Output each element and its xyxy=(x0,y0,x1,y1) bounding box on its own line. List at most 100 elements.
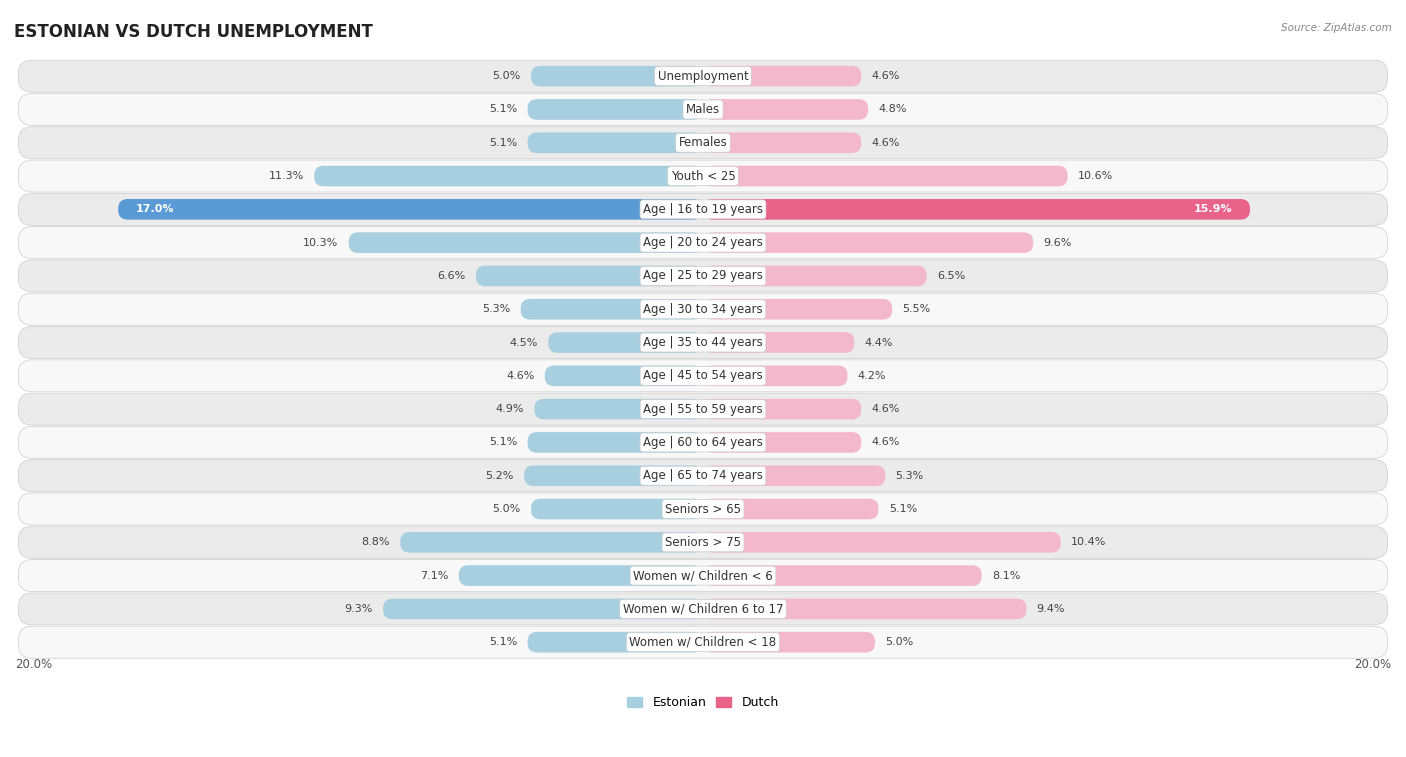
Text: 5.1%: 5.1% xyxy=(489,104,517,114)
Text: 5.3%: 5.3% xyxy=(482,304,510,314)
Text: 9.6%: 9.6% xyxy=(1043,238,1071,248)
FancyBboxPatch shape xyxy=(18,493,1388,525)
Text: 5.5%: 5.5% xyxy=(903,304,931,314)
FancyBboxPatch shape xyxy=(520,299,703,319)
FancyBboxPatch shape xyxy=(477,266,703,286)
FancyBboxPatch shape xyxy=(703,466,886,486)
Text: 4.6%: 4.6% xyxy=(506,371,534,381)
Text: Age | 20 to 24 years: Age | 20 to 24 years xyxy=(643,236,763,249)
Text: 10.3%: 10.3% xyxy=(304,238,339,248)
Text: Age | 65 to 74 years: Age | 65 to 74 years xyxy=(643,469,763,482)
FancyBboxPatch shape xyxy=(703,565,981,586)
FancyBboxPatch shape xyxy=(527,132,703,153)
Text: 6.5%: 6.5% xyxy=(936,271,965,281)
Text: Source: ZipAtlas.com: Source: ZipAtlas.com xyxy=(1281,23,1392,33)
FancyBboxPatch shape xyxy=(118,199,703,220)
FancyBboxPatch shape xyxy=(18,293,1388,326)
FancyBboxPatch shape xyxy=(703,366,848,386)
FancyBboxPatch shape xyxy=(703,66,862,86)
Text: Age | 30 to 34 years: Age | 30 to 34 years xyxy=(643,303,763,316)
FancyBboxPatch shape xyxy=(531,66,703,86)
Text: 5.1%: 5.1% xyxy=(489,438,517,447)
Text: 5.1%: 5.1% xyxy=(489,138,517,148)
FancyBboxPatch shape xyxy=(401,532,703,553)
Text: 15.9%: 15.9% xyxy=(1194,204,1233,214)
Text: 20.0%: 20.0% xyxy=(1354,659,1391,671)
FancyBboxPatch shape xyxy=(18,526,1388,559)
FancyBboxPatch shape xyxy=(703,532,1060,553)
Text: Seniors > 75: Seniors > 75 xyxy=(665,536,741,549)
FancyBboxPatch shape xyxy=(703,299,893,319)
Text: Age | 55 to 59 years: Age | 55 to 59 years xyxy=(643,403,763,416)
Text: Women w/ Children < 18: Women w/ Children < 18 xyxy=(630,636,776,649)
FancyBboxPatch shape xyxy=(703,499,879,519)
FancyBboxPatch shape xyxy=(18,360,1388,392)
FancyBboxPatch shape xyxy=(382,599,703,619)
FancyBboxPatch shape xyxy=(544,366,703,386)
Text: ESTONIAN VS DUTCH UNEMPLOYMENT: ESTONIAN VS DUTCH UNEMPLOYMENT xyxy=(14,23,373,41)
Text: 17.0%: 17.0% xyxy=(135,204,174,214)
FancyBboxPatch shape xyxy=(18,260,1388,292)
Text: 5.0%: 5.0% xyxy=(492,71,520,81)
FancyBboxPatch shape xyxy=(18,226,1388,259)
FancyBboxPatch shape xyxy=(703,99,868,120)
Text: 9.4%: 9.4% xyxy=(1036,604,1066,614)
Text: 4.4%: 4.4% xyxy=(865,338,893,347)
Text: 6.6%: 6.6% xyxy=(437,271,465,281)
FancyBboxPatch shape xyxy=(703,332,855,353)
FancyBboxPatch shape xyxy=(703,232,1033,253)
FancyBboxPatch shape xyxy=(18,193,1388,226)
FancyBboxPatch shape xyxy=(349,232,703,253)
Text: Age | 45 to 54 years: Age | 45 to 54 years xyxy=(643,369,763,382)
Text: 7.1%: 7.1% xyxy=(420,571,449,581)
FancyBboxPatch shape xyxy=(703,399,862,419)
FancyBboxPatch shape xyxy=(703,199,1250,220)
Text: Women w/ Children < 6: Women w/ Children < 6 xyxy=(633,569,773,582)
Text: 4.8%: 4.8% xyxy=(879,104,907,114)
Text: 10.6%: 10.6% xyxy=(1078,171,1114,181)
Text: 4.5%: 4.5% xyxy=(509,338,538,347)
FancyBboxPatch shape xyxy=(18,326,1388,359)
Text: 4.6%: 4.6% xyxy=(872,138,900,148)
Text: Seniors > 65: Seniors > 65 xyxy=(665,503,741,516)
FancyBboxPatch shape xyxy=(524,466,703,486)
Text: 8.1%: 8.1% xyxy=(993,571,1021,581)
Text: 5.1%: 5.1% xyxy=(489,637,517,647)
Text: 5.1%: 5.1% xyxy=(889,504,917,514)
Text: 9.3%: 9.3% xyxy=(344,604,373,614)
Text: 4.9%: 4.9% xyxy=(496,404,524,414)
FancyBboxPatch shape xyxy=(703,132,862,153)
FancyBboxPatch shape xyxy=(18,60,1388,92)
FancyBboxPatch shape xyxy=(703,599,1026,619)
FancyBboxPatch shape xyxy=(18,559,1388,591)
FancyBboxPatch shape xyxy=(18,593,1388,625)
Text: Age | 16 to 19 years: Age | 16 to 19 years xyxy=(643,203,763,216)
Legend: Estonian, Dutch: Estonian, Dutch xyxy=(623,691,783,715)
FancyBboxPatch shape xyxy=(531,499,703,519)
FancyBboxPatch shape xyxy=(548,332,703,353)
FancyBboxPatch shape xyxy=(18,93,1388,126)
Text: 5.0%: 5.0% xyxy=(886,637,914,647)
Text: 8.8%: 8.8% xyxy=(361,537,389,547)
Text: 20.0%: 20.0% xyxy=(15,659,52,671)
FancyBboxPatch shape xyxy=(527,632,703,653)
Text: 11.3%: 11.3% xyxy=(269,171,304,181)
FancyBboxPatch shape xyxy=(18,160,1388,192)
Text: 5.0%: 5.0% xyxy=(492,504,520,514)
Text: 4.6%: 4.6% xyxy=(872,404,900,414)
FancyBboxPatch shape xyxy=(18,459,1388,492)
FancyBboxPatch shape xyxy=(527,99,703,120)
Text: Women w/ Children 6 to 17: Women w/ Children 6 to 17 xyxy=(623,603,783,615)
FancyBboxPatch shape xyxy=(527,432,703,453)
FancyBboxPatch shape xyxy=(703,432,862,453)
Text: Age | 25 to 29 years: Age | 25 to 29 years xyxy=(643,269,763,282)
FancyBboxPatch shape xyxy=(703,266,927,286)
Text: 5.3%: 5.3% xyxy=(896,471,924,481)
FancyBboxPatch shape xyxy=(18,126,1388,159)
FancyBboxPatch shape xyxy=(18,426,1388,459)
FancyBboxPatch shape xyxy=(18,626,1388,658)
Text: 4.2%: 4.2% xyxy=(858,371,886,381)
Text: 4.6%: 4.6% xyxy=(872,71,900,81)
Text: 5.2%: 5.2% xyxy=(485,471,513,481)
FancyBboxPatch shape xyxy=(534,399,703,419)
